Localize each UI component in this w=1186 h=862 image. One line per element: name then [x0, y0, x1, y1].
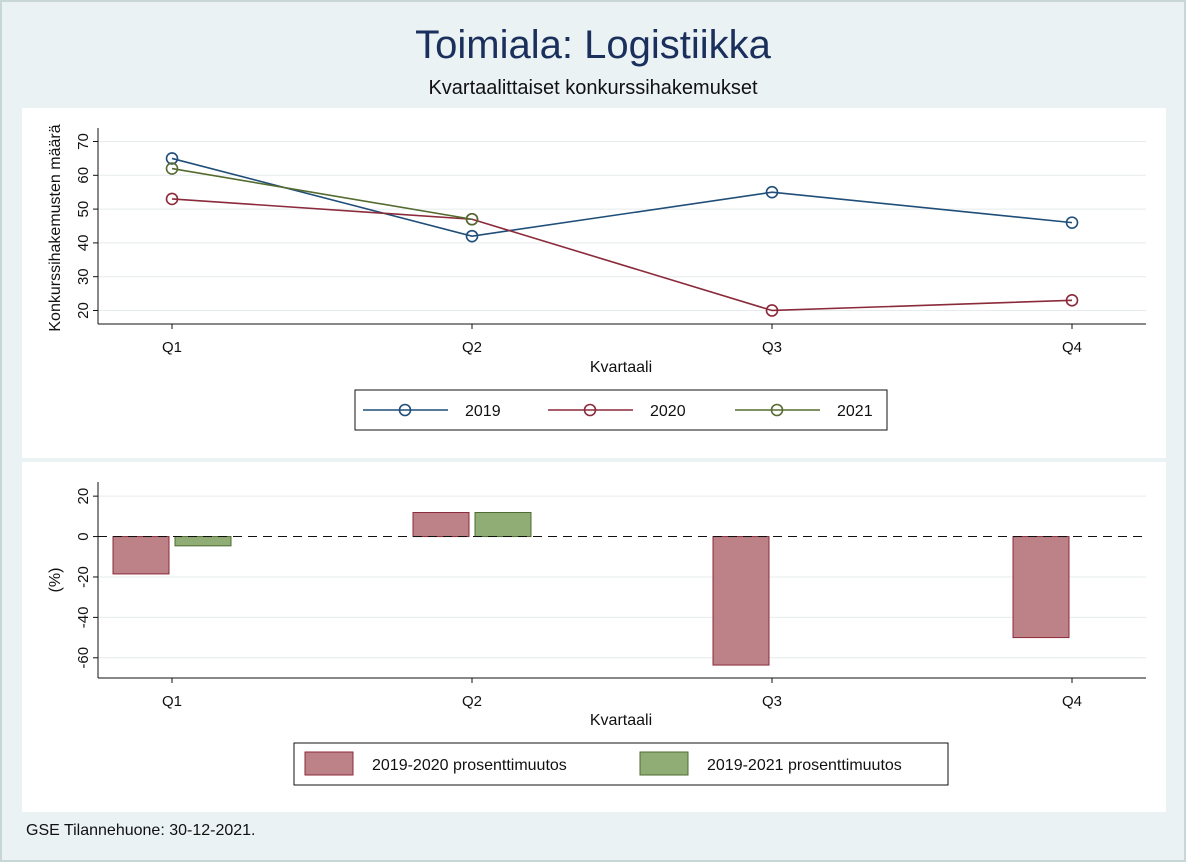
top-x-tick-label: Q4 [1062, 339, 1082, 356]
bottom-x-tick-label: Q3 [762, 693, 782, 710]
series-marker-2020 [1065, 294, 1079, 307]
bottom-y-tick-label: -60 [75, 647, 92, 669]
series-marker-2019 [1065, 216, 1079, 229]
source-note: GSE Tilannehuone: 30-12-2021. [26, 822, 256, 839]
legend-swatch-2019-2021 [639, 751, 689, 776]
legend-marker-2021 [770, 403, 784, 417]
top-legend: 2019 2020 2021 [354, 389, 888, 431]
bottom-x-tick-label: Q4 [1062, 693, 1082, 710]
top-x-axis-label: Kvartaali [590, 359, 652, 376]
top-y-axis-label: Konkurssihakemusten määrä [47, 124, 64, 331]
bar-2019-2021-Q2 [474, 512, 532, 538]
series-marker-2021 [465, 212, 479, 226]
top-x-tick-label: Q3 [762, 339, 782, 356]
legend-swatch-2019-2020 [304, 751, 354, 776]
series-line-2019 [171, 157, 1073, 237]
bottom-x-tick-label: Q1 [162, 693, 182, 710]
series-marker-2019 [465, 229, 479, 243]
legend-label-2019-2020: 2019-2020 prosenttimuutos [372, 757, 567, 774]
legend-label-2020: 2020 [650, 403, 686, 420]
top-y-tick-label: 40 [75, 235, 92, 252]
legend-label-2019: 2019 [465, 403, 501, 420]
legend-marker-2019 [398, 403, 412, 417]
chart-subtitle: Kvartaalittaiset konkurssihakemukset [428, 77, 757, 99]
top-y-tick-label: 20 [75, 302, 92, 319]
line-plot: 20 30 40 50 60 70 Q1 Q2 Q3 Q4 [75, 128, 1146, 356]
series-marker-2019 [165, 152, 179, 165]
series-marker-2020 [765, 304, 779, 317]
legend-marker-2020 [583, 403, 597, 417]
bottom-y-tick-label: 0 [75, 532, 92, 540]
chart-title: Toimiala: Logistiikka [415, 23, 771, 67]
bar-2019-2020-Q3 [712, 536, 770, 666]
bottom-legend: 2019-2020 prosenttimuutos 2019-2021 prose… [293, 742, 949, 786]
top-y-tick-label: 70 [75, 133, 92, 150]
series-line-2020 [171, 198, 1073, 312]
series-marker-2019 [765, 185, 779, 199]
bottom-x-axis-label: Kvartaali [590, 712, 652, 729]
legend-label-2019-2021: 2019-2021 prosenttimuutos [707, 757, 902, 774]
series-line-2021 [171, 167, 473, 221]
bar-plot: 20 0 -20 -40 -60 Q1 Q2 Q3 Q4 [75, 482, 1146, 710]
top-x-tick-label: Q1 [162, 339, 182, 356]
bottom-x-tick-label: Q2 [462, 693, 482, 710]
bottom-y-tick-label: 20 [75, 488, 92, 505]
bar-2019-2020-Q1 [112, 536, 170, 575]
series-marker-2021 [165, 162, 179, 175]
bottom-legend-box [293, 742, 949, 786]
top-y-tick-label: 30 [75, 268, 92, 285]
top-y-tick-label: 50 [75, 201, 92, 218]
bottom-y-axis-label: (%) [47, 568, 64, 593]
bar-2019-2021-Q1 [174, 536, 232, 547]
bar-2019-2020-Q4 [1012, 536, 1070, 639]
top-y-tick-label: 60 [75, 167, 92, 184]
bottom-y-tick-label: -40 [75, 607, 92, 629]
bottom-y-tick-label: -20 [75, 566, 92, 588]
bar-2019-2020-Q2 [412, 512, 470, 538]
series-marker-2020 [165, 192, 179, 206]
legend-label-2021: 2021 [837, 403, 873, 420]
top-x-tick-label: Q2 [462, 339, 482, 356]
